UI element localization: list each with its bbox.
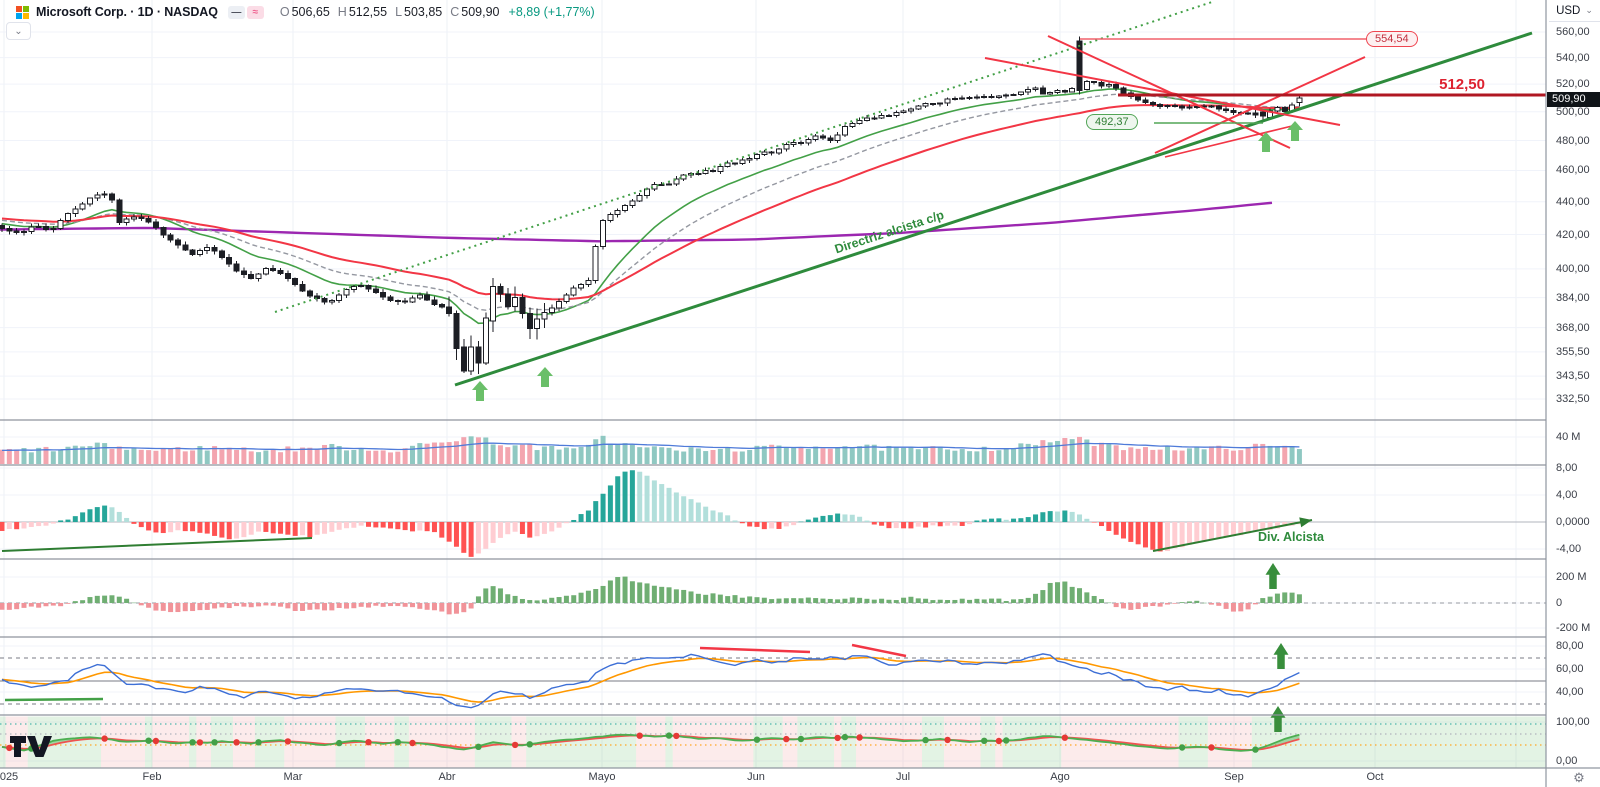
time-tick-label: 025 <box>0 771 19 783</box>
currency-label: USD <box>1556 4 1581 17</box>
open-value: 506,65 <box>291 5 330 19</box>
indicator-tick-label: 0,0000 <box>1556 516 1590 528</box>
indicator-tick-label: 0 <box>1556 597 1563 609</box>
low-label: L <box>395 5 403 19</box>
indicator-tick-label: 60,00 <box>1556 663 1584 675</box>
low-value: 503,85 <box>404 5 443 19</box>
high-label: H <box>337 5 347 19</box>
price-alert-492-pill[interactable]: 492,37 <box>1086 114 1138 130</box>
high-value: 512,55 <box>348 5 388 19</box>
time-tick-label: Mayo <box>588 771 616 783</box>
time-tick-label: Oct <box>1366 771 1384 783</box>
tradingview-logo-icon <box>10 736 52 757</box>
price-tick-label: 420,00 <box>1556 228 1590 241</box>
indicator-tick-label: 0,00 <box>1556 755 1578 767</box>
ohlc-readout: O 506,65 H 512,55 L 503,85 C 509,90 +8,8… <box>280 5 595 19</box>
close-value: 509,90 <box>461 5 500 19</box>
price-tick-label: 500,00 <box>1556 105 1590 118</box>
price-tick-label: 332,50 <box>1556 392 1590 405</box>
price-tick-label: 460,00 <box>1556 164 1590 177</box>
change-value: +8,89 (+1,77%) <box>508 5 595 19</box>
time-tick-label: Mar <box>283 771 303 783</box>
settings-gear-icon[interactable]: ⚙ <box>1573 770 1585 785</box>
time-tick-label: Sep <box>1224 771 1244 783</box>
time-tick-label: Feb <box>142 771 162 783</box>
microsoft-logo-icon <box>16 5 29 19</box>
symbol-title[interactable]: Microsoft Corp. · 1D · NASDAQ <box>36 5 218 19</box>
price-tick-label: 540,00 <box>1556 51 1590 64</box>
price-tick-label: 520,00 <box>1556 78 1590 91</box>
price-tick-label: 560,00 <box>1556 26 1590 38</box>
collapse-chevron-button[interactable]: ⌄ <box>6 22 31 40</box>
tradingview-logo[interactable] <box>8 733 54 764</box>
close-label: C <box>450 5 460 19</box>
last-price-badge: 509,90 <box>1547 92 1600 107</box>
open-label: O <box>279 5 290 19</box>
currency-selector[interactable]: USD ⌄ <box>1549 0 1600 22</box>
price-tick-label: 440,00 <box>1556 195 1590 208</box>
price-tick-label: 355,50 <box>1556 345 1590 358</box>
time-tick-label: Jul <box>895 771 911 783</box>
time-tick-label: Ago <box>1050 771 1070 783</box>
indicator-tick-label: 100,00 <box>1556 716 1590 728</box>
indicator-tick-label: -200 M <box>1556 622 1591 634</box>
indicator-tick-label: 200 M <box>1556 571 1587 583</box>
level-512-label[interactable]: 512,50 <box>1439 76 1485 93</box>
indicator-toggle-wave[interactable]: ≈ <box>246 5 264 19</box>
indicator-tick-label: 40,00 <box>1556 686 1584 698</box>
price-tick-label: 368,00 <box>1556 321 1590 334</box>
indicator-tick-label: 8,00 <box>1556 462 1578 474</box>
indicator-tick-label: 80,00 <box>1556 640 1584 652</box>
time-tick-label: Jun <box>747 771 765 783</box>
symbol-header: Microsoft Corp. · 1D · NASDAQ — ≈ O 506,… <box>16 4 595 20</box>
price-tick-label: 480,00 <box>1556 134 1590 147</box>
price-tick-label: 343,50 <box>1556 370 1590 383</box>
time-tick-label: Abr <box>438 771 456 783</box>
price-alert-554-pill[interactable]: 554,54 <box>1366 31 1418 47</box>
price-tick-label: 384,00 <box>1556 291 1590 304</box>
indicator-tick-label: 40 M <box>1556 431 1581 443</box>
indicator-tick-label: 4,00 <box>1556 489 1578 501</box>
indicator-toggle-minus[interactable]: — <box>227 5 245 19</box>
price-tick-label: 400,00 <box>1556 262 1590 275</box>
candles <box>0 36 1303 376</box>
divergence-label[interactable]: Div. Alcista <box>1258 530 1324 544</box>
chevron-down-icon: ⌄ <box>1585 5 1593 15</box>
indicator-tick-label: -4,00 <box>1556 543 1582 555</box>
